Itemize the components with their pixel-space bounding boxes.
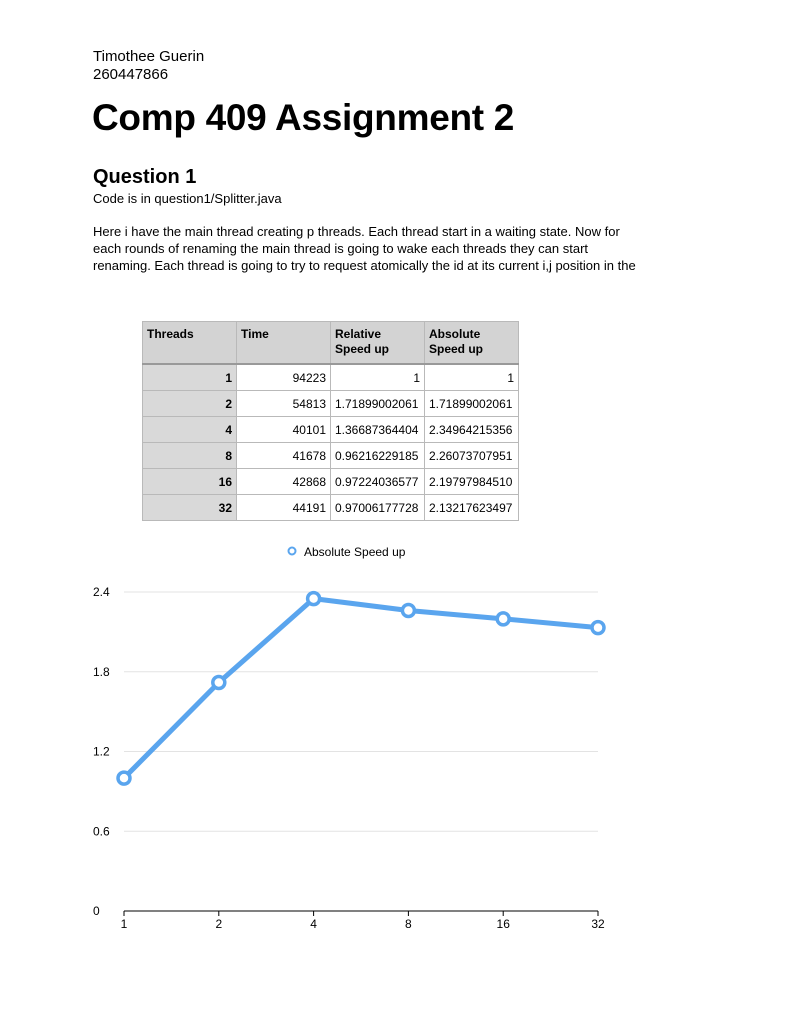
cell-relative: 1.71899002061 xyxy=(330,390,425,417)
y-tick-label: 1.2 xyxy=(93,745,110,759)
x-tick-label: 8 xyxy=(405,917,412,931)
table-header-row: Threads Time Relative Speed up Absolute … xyxy=(142,321,519,365)
author-name: Timothee Guerin xyxy=(93,48,205,65)
cell-threads: 8 xyxy=(142,442,237,469)
cell-threads: 2 xyxy=(142,390,237,417)
table-row: 32 44191 0.97006177728 2.13217623497 xyxy=(142,494,519,521)
data-point xyxy=(400,602,417,619)
question-paragraph: Here i have the main thread creating p t… xyxy=(93,223,703,274)
x-tick-label: 1 xyxy=(121,917,128,931)
cell-relative: 0.97006177728 xyxy=(330,494,425,521)
cell-absolute: 1.71899002061 xyxy=(424,390,519,417)
author-block: Timothee Guerin 260447866 xyxy=(93,48,204,84)
cell-absolute: 1 xyxy=(424,363,519,391)
table-row: 2 54813 1.71899002061 1.71899002061 xyxy=(142,390,519,417)
y-tick-label: 2.4 xyxy=(93,585,110,599)
y-tick-label: 1.8 xyxy=(93,665,110,679)
student-id: 260447866 xyxy=(93,66,169,83)
cell-threads: 1 xyxy=(142,363,237,391)
legend-label: Absolute Speed up xyxy=(304,545,406,559)
header-relative-speedup: Relative Speed up xyxy=(330,321,425,365)
cell-relative: 0.96216229185 xyxy=(330,442,425,469)
cell-threads: 32 xyxy=(142,494,237,521)
header-absolute-line2: Speed up xyxy=(429,342,484,356)
table-row: 8 41678 0.96216229185 2.26073707951 xyxy=(142,442,519,469)
x-tick-label: 32 xyxy=(591,917,605,931)
table-row: 16 42868 0.97224036577 2.19797984510 xyxy=(142,468,519,495)
cell-time: 54813 xyxy=(236,390,331,417)
paragraph-line: Here i have the main thread creating p t… xyxy=(93,224,620,239)
legend-marker-icon xyxy=(287,546,297,556)
cell-absolute: 2.13217623497 xyxy=(424,494,519,521)
cell-threads: 4 xyxy=(142,416,237,443)
speedup-line-chart: Absolute Speed up 0 0.6 1.2 1.8 2.4 1 2 4 8 16 32 xyxy=(93,545,606,931)
document-title: Comp 409 Assignment 2 xyxy=(92,97,515,138)
x-tick-label: 2 xyxy=(215,917,222,931)
header-threads: Threads xyxy=(142,321,237,365)
cell-absolute: 2.19797984510 xyxy=(424,468,519,495)
data-point xyxy=(495,611,511,627)
cell-time: 40101 xyxy=(236,416,331,443)
cell-time: 42868 xyxy=(236,468,331,495)
y-tick-label: 0 xyxy=(93,904,100,918)
data-point xyxy=(116,770,132,786)
question-heading: Question 1 xyxy=(93,166,197,188)
cell-relative: 1.36687364404 xyxy=(330,416,425,443)
header-relative-line1: Relative xyxy=(335,327,382,341)
y-tick-label: 0.6 xyxy=(93,824,110,838)
paragraph-line: renaming. Each thread is going to try to… xyxy=(93,258,636,273)
x-tick-label: 16 xyxy=(497,917,511,931)
results-table: Threads Time Relative Speed up Absolute … xyxy=(142,321,519,521)
table-row: 1 94223 1 1 xyxy=(142,363,519,391)
header-absolute-line1: Absolute xyxy=(429,327,481,341)
cell-time: 44191 xyxy=(236,494,331,521)
table-row: 4 40101 1.36687364404 2.34964215356 xyxy=(142,416,519,443)
header-time: Time xyxy=(236,321,331,365)
cell-relative: 1 xyxy=(330,363,425,391)
data-point xyxy=(305,590,322,607)
data-point xyxy=(211,674,227,691)
code-location-text: Code is in question1/Splitter.java xyxy=(93,191,282,206)
paragraph-line: each rounds of renaming the main thread … xyxy=(93,241,589,256)
cell-relative: 0.97224036577 xyxy=(330,468,425,495)
x-tick-label: 4 xyxy=(310,917,317,931)
cell-time: 94223 xyxy=(236,363,331,391)
cell-absolute: 2.26073707951 xyxy=(424,442,519,469)
cell-threads: 16 xyxy=(142,468,237,495)
cell-absolute: 2.34964215356 xyxy=(424,416,519,443)
header-absolute-speedup: Absolute Speed up xyxy=(424,321,519,365)
series-line xyxy=(121,596,601,781)
data-point xyxy=(590,619,606,636)
cell-time: 41678 xyxy=(236,442,331,469)
header-relative-line2: Speed up xyxy=(335,342,390,356)
